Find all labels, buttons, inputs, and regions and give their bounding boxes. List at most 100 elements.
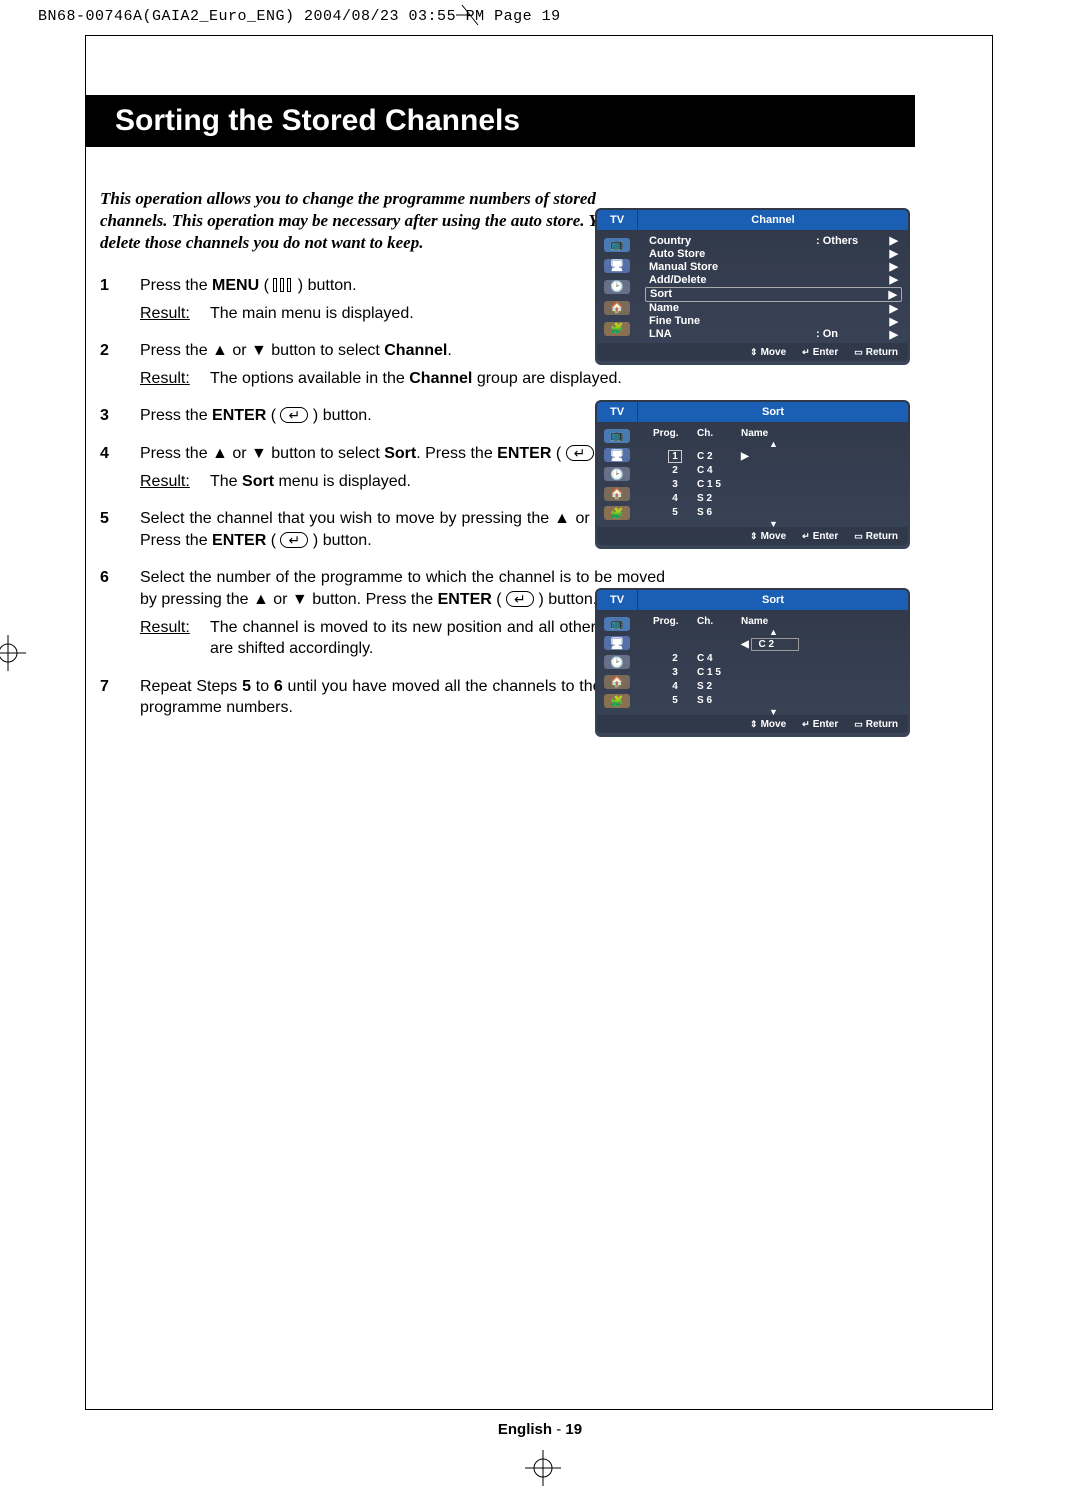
registration-mark-bottom [530, 1455, 556, 1481]
ch-cell: C 1 5 [697, 479, 741, 490]
tv-icon: 📺 [604, 617, 630, 631]
chevron-right-icon: ▶ [886, 234, 898, 247]
text: ( [259, 277, 273, 294]
text: ) button. [534, 591, 597, 608]
text: Repeat Steps [140, 678, 242, 695]
menu-item-value: : Others [816, 235, 886, 247]
step-6: 6 Select the number of the programme to … [100, 567, 665, 659]
col-ch: Ch. [697, 428, 741, 439]
prog-cell: 5 [653, 695, 697, 706]
step-1: 1 Press the MENU ( ) button. Result: The… [100, 275, 665, 324]
sort-row[interactable]: 3C 1 5 [653, 665, 902, 679]
bold: ENTER [212, 407, 266, 424]
osd-sort-menu-2: TV Sort 📺 🖥 🕑 🏠 🧩 Prog. Ch. Name ▲ ◀ C 2… [595, 588, 910, 737]
display-icon: 🖥 [604, 448, 630, 462]
menu-item[interactable]: Country: Others▶ [645, 234, 902, 247]
bold: ENTER [438, 591, 492, 608]
step-2: 2 Press the ▲ or ▼ button to select Chan… [100, 340, 665, 389]
ch-cell: C 4 [697, 465, 741, 476]
chevron-right-icon: ▶ [886, 302, 898, 315]
bold: 6 [274, 678, 283, 695]
result-label: Result: [140, 368, 210, 390]
enter-icon [280, 407, 308, 423]
text: The [210, 473, 242, 490]
osd-sidebar-icons: 📺 🖥 🕑 🏠 🧩 [597, 422, 637, 527]
footer-lang: English [498, 1421, 552, 1438]
clock-icon: 🕑 [604, 467, 630, 481]
step-num: 1 [100, 275, 140, 324]
enter-icon [280, 532, 308, 548]
home-icon: 🏠 [604, 487, 630, 501]
prog-cell: 5 [653, 507, 697, 518]
registration-mark-left [0, 640, 21, 666]
sort-row[interactable]: 2C 4 [653, 651, 902, 665]
chevron-right-icon: ▶ [886, 328, 898, 341]
enter-hint: Enter [802, 719, 838, 730]
result-label: Result: [140, 303, 210, 325]
bold: Channel [384, 342, 447, 359]
sort-rows: 1C 2▶2C 43C 1 54S 25S 6 [645, 449, 902, 519]
return-hint: Return [854, 531, 898, 542]
ch-cell: C 1 5 [697, 667, 741, 678]
text: ( [551, 445, 565, 462]
menu-item[interactable]: LNA: On▶ [645, 328, 902, 341]
result-label: Result: [140, 471, 210, 493]
menu-item[interactable]: Add/Delete▶ [645, 273, 902, 286]
osd-channel-menu: TV Channel 📺 🖥 🕑 🏠 🧩 Country: Others▶Aut… [595, 208, 910, 365]
col-name: Name [741, 428, 768, 439]
osd-sidebar-icons: 📺 🖥 🕑 🏠 🧩 [597, 610, 637, 715]
prog-cell: 2 [653, 653, 697, 664]
setup-icon: 🧩 [604, 694, 630, 708]
osd-sort-menu-1: TV Sort 📺 🖥 🕑 🏠 🧩 Prog. Ch. Name ▲ 1C 2▶… [595, 400, 910, 549]
menu-item[interactable]: Fine Tune▶ [645, 315, 902, 328]
text: ) button. [308, 407, 371, 424]
step-num: 5 [100, 508, 140, 551]
up-arrow-icon: ▲ [645, 439, 902, 449]
result-label: Result: [140, 617, 210, 660]
osd-tv-label: TV [597, 590, 637, 610]
bold: ENTER [497, 445, 551, 462]
chevron-right-icon: ▶ [886, 260, 898, 273]
menu-item[interactable]: Sort▶ [645, 287, 902, 302]
sort-row[interactable]: 3C 1 5 [653, 477, 902, 491]
page-footer: English - 19 [0, 1421, 1080, 1438]
bold: Channel [409, 370, 472, 387]
sort-row[interactable]: 2C 4 [653, 463, 902, 477]
sort-row[interactable]: 4S 2 [653, 679, 902, 693]
osd-title: Channel [638, 210, 908, 230]
text: . [447, 342, 451, 359]
sort-rows: ◀ C 22C 43C 1 54S 25S 6 [645, 637, 902, 707]
sort-header: Prog. Ch. Name [645, 426, 902, 439]
bold: Sort [384, 445, 416, 462]
step-4: 4 Press the ▲ or ▼ button to select Sort… [100, 443, 665, 492]
osd-menu-items: Country: Others▶Auto Store▶Manual Store▶… [637, 230, 908, 343]
sort-row[interactable]: 5S 6 [653, 693, 902, 707]
prog-cell: 2 [653, 465, 697, 476]
move-hint: Move [750, 347, 786, 358]
menu-item[interactable]: Manual Store▶ [645, 260, 902, 273]
result-text: The options available in the Channel gro… [210, 368, 665, 390]
sort-row[interactable]: 4S 2 [653, 491, 902, 505]
menu-item[interactable]: Name▶ [645, 302, 902, 315]
sort-row[interactable]: ◀ C 2 [653, 637, 902, 651]
sort-row[interactable]: 5S 6 [653, 505, 902, 519]
menu-label: MENU [212, 277, 259, 294]
menu-item[interactable]: Auto Store▶ [645, 247, 902, 260]
menu-item-label: Add/Delete [649, 274, 816, 286]
step-5: 5 Select the channel that you wish to mo… [100, 508, 665, 551]
prog-cell: 3 [653, 667, 697, 678]
sort-row[interactable]: 1C 2▶ [653, 449, 902, 463]
chevron-right-icon: ▶ [886, 247, 898, 260]
ch-cell: S 2 [697, 681, 741, 692]
prog-cell: 4 [653, 493, 697, 504]
text: . Press the [416, 445, 497, 462]
menu-item-label: Country [649, 235, 816, 247]
display-icon: 🖥 [604, 636, 630, 650]
bold: ENTER [212, 532, 266, 549]
step-7: 7 Repeat Steps 5 to 6 until you have mov… [100, 676, 665, 719]
prog-cell: 3 [653, 479, 697, 490]
move-hint: Move [750, 531, 786, 542]
channel-input[interactable]: C 2 [751, 638, 799, 651]
name-cell: ◀ C 2 [741, 638, 902, 651]
text: ( [266, 532, 280, 549]
